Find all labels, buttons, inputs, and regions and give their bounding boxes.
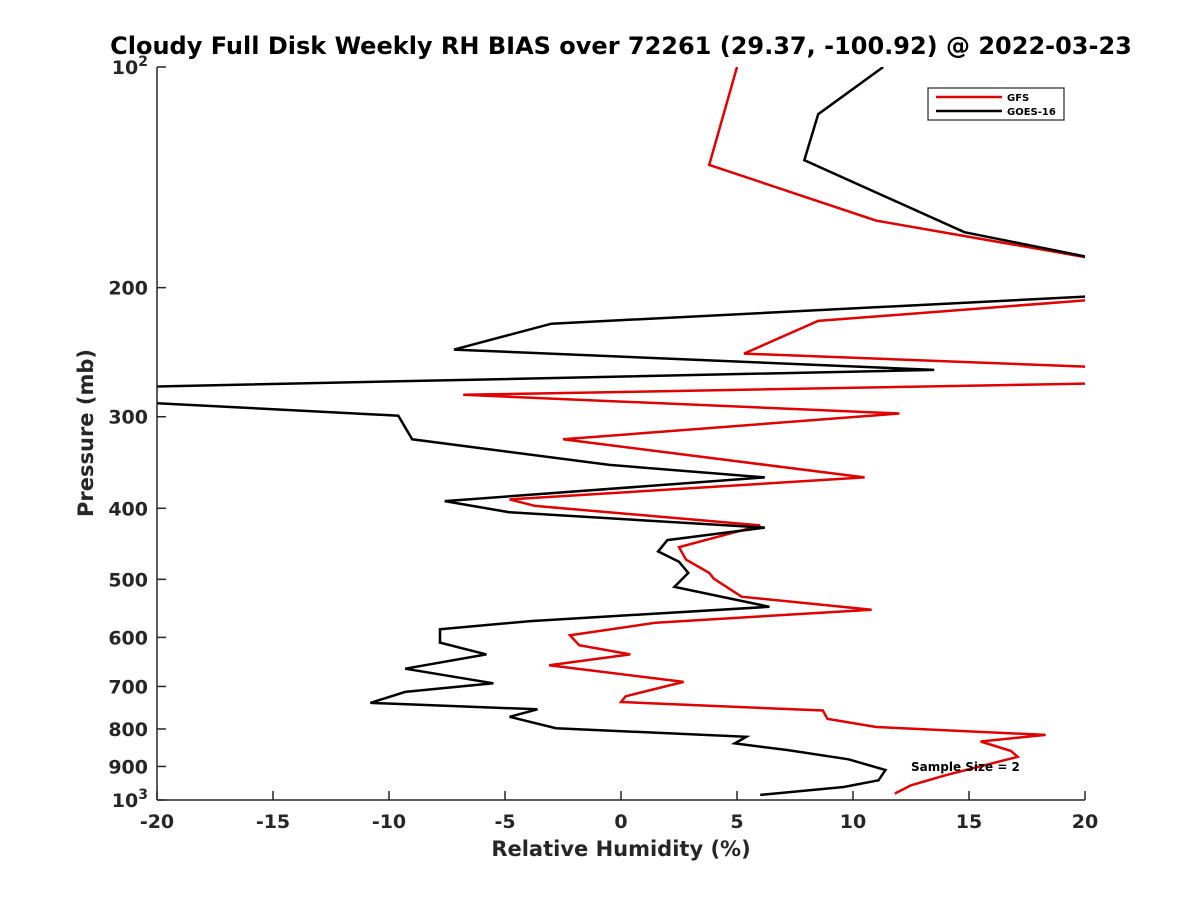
legend-box [927, 87, 1065, 121]
y-tick-label: 200 [108, 278, 148, 300]
y-tick-label: 102 [112, 54, 148, 79]
y-tick-label: 800 [108, 719, 148, 741]
y-tick-label: 900 [108, 756, 148, 778]
x-tick-label: -10 [372, 811, 406, 833]
x-tick-label: 5 [730, 811, 743, 833]
x-tick-label: -5 [494, 811, 515, 833]
legend-label-gfs: GFS [1007, 93, 1029, 104]
y-tick-label: 600 [108, 627, 148, 649]
y-axis-ticks: 102 200 300 400 500 600 700 800 900 103 [108, 54, 166, 812]
series-line-goes-16 [157, 67, 1085, 797]
y-tick-label: 103 [112, 787, 148, 812]
series-layer [157, 67, 1085, 797]
x-tick-label: 0 [614, 811, 627, 833]
x-tick-label: -20 [140, 811, 174, 833]
legend-label-goes-16: GOES-16 [1007, 107, 1056, 118]
y-tick-label: 500 [108, 569, 148, 591]
x-tick-label: 15 [956, 811, 982, 833]
y-axis-label: Pressure (mb) [74, 349, 98, 517]
sample-size-annotation: Sample Size = 2 [911, 760, 1020, 774]
y-tick-label: 300 [108, 407, 148, 429]
x-tick-label: -15 [256, 811, 290, 833]
x-axis-ticks: -20 -15 -10 -5 0 5 10 15 20 [140, 791, 1098, 833]
chart-title: Cloudy Full Disk Weekly RH BIAS over 722… [110, 32, 1132, 60]
y-tick-label: 400 [108, 498, 148, 520]
x-tick-label: 10 [840, 811, 866, 833]
y-tick-label: 700 [108, 676, 148, 698]
series-line-gfs [463, 67, 1085, 795]
x-tick-label: 20 [1072, 811, 1098, 833]
legend: GFS GOES-16 [927, 87, 1065, 121]
x-axis-label: Relative Humidity (%) [491, 837, 750, 861]
